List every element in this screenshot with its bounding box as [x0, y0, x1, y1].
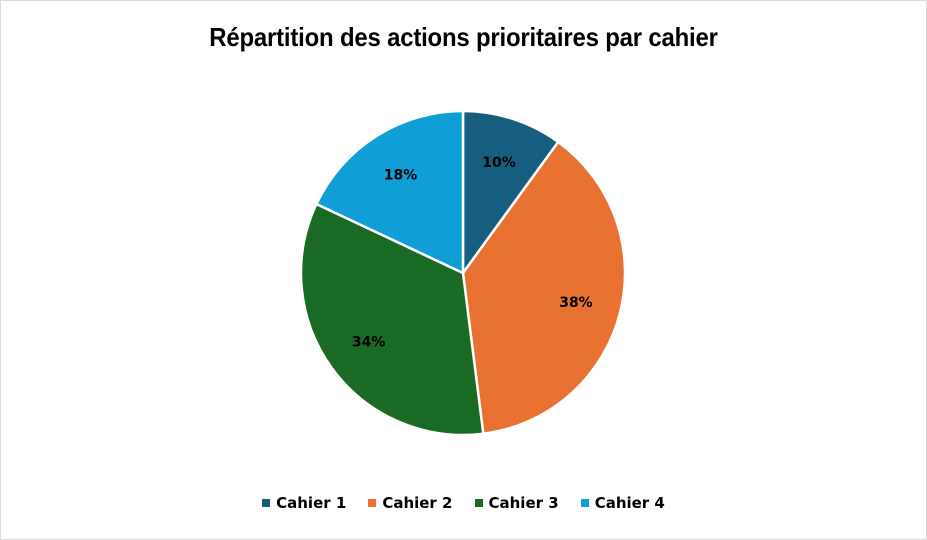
legend-swatch-icon [262, 499, 271, 507]
legend: Cahier 1 Cahier 2 Cahier 3 Cahier 4 [0, 494, 927, 512]
chart-title: Répartition des actions prioritaires par… [209, 22, 718, 52]
data-label: 18% [384, 168, 418, 184]
legend-label: Cahier 3 [488, 494, 559, 512]
pie-slice-4 [314, 109, 465, 275]
legend-label: Cahier 1 [276, 494, 347, 512]
data-label: 10% [482, 155, 516, 171]
legend-item-cahier-2: Cahier 2 [368, 494, 453, 512]
legend-swatch-icon [368, 499, 377, 507]
data-label: 34% [352, 335, 386, 351]
legend-label: Cahier 4 [594, 494, 665, 512]
legend-item-cahier-4: Cahier 4 [580, 494, 665, 512]
data-label: 38% [559, 295, 593, 311]
legend-swatch-icon [474, 499, 483, 507]
pie-slice-2 [461, 140, 627, 436]
legend-swatch-icon [580, 499, 589, 507]
legend-item-cahier-1: Cahier 1 [262, 494, 346, 512]
pie-slice-1 [461, 109, 560, 277]
legend-label: Cahier 2 [382, 494, 453, 512]
legend-item-cahier-3: Cahier 3 [474, 494, 559, 512]
